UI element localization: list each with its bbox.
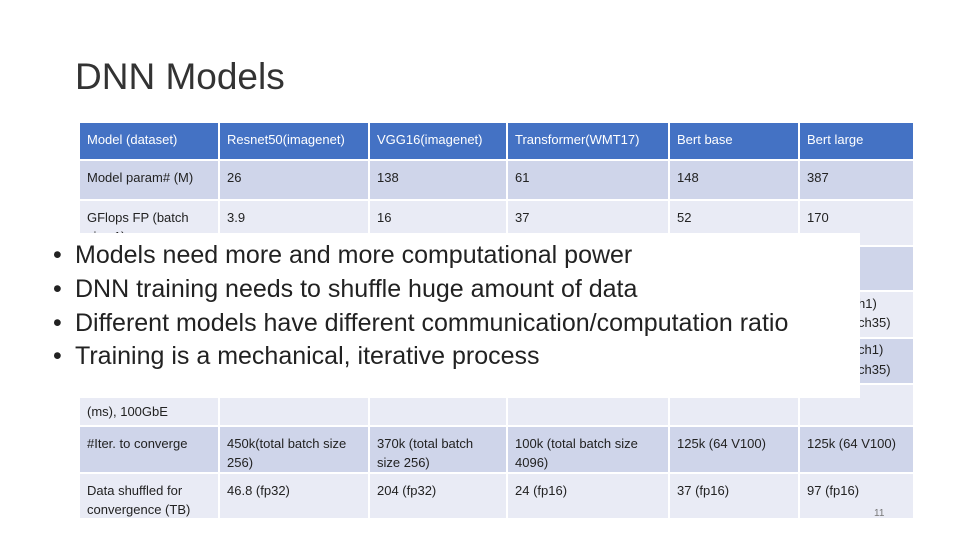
header-cell: Bert large (800, 123, 913, 159)
page-number: 11 (874, 508, 885, 519)
cell-fragment: ch1) (858, 342, 884, 357)
cell-fragment: ch35) (858, 362, 891, 377)
table-cell: 148 (670, 161, 798, 199)
table-cell: 61 (508, 161, 668, 199)
bullet: Different models have different communic… (53, 308, 788, 338)
table-cell: 46.8 (fp32) (220, 474, 368, 518)
table-cell: Data shuffled for convergence (TB) (80, 474, 218, 518)
cell-fragment: h1) (858, 296, 877, 311)
table-cell: 204 (fp32) (370, 474, 506, 518)
table-cell: 138 (370, 161, 506, 199)
cell-fragment: ch35) (858, 315, 891, 330)
table-cell: 37 (fp16) (670, 474, 798, 518)
table-cell: 450k(total batch size 256) (220, 427, 368, 472)
header-cell: VGG16(imagenet) (370, 123, 506, 159)
table-cell: 97 (fp16) (800, 474, 913, 518)
bullet: DNN training needs to shuffle huge amoun… (53, 274, 637, 304)
table-cell: 125k (64 V100) (800, 427, 913, 472)
header-cell: Model (dataset) (80, 123, 218, 159)
slide-title: DNN Models (75, 56, 285, 97)
table-cell: #Iter. to converge (80, 427, 218, 472)
table-cell: 26 (220, 161, 368, 199)
table-cell: 370k (total batch size 256) (370, 427, 506, 472)
header-cell: Resnet50(imagenet) (220, 123, 368, 159)
header-cell: Bert base (670, 123, 798, 159)
bullet: Training is a mechanical, iterative proc… (53, 341, 540, 371)
table-cell: 125k (64 V100) (670, 427, 798, 472)
bullet: Models need more and more computational … (53, 240, 632, 270)
table-cell: 100k (total batch size 4096) (508, 427, 668, 472)
cell-fragment: (ms), 100GbE (87, 404, 168, 419)
table-cell: 24 (fp16) (508, 474, 668, 518)
table-cell: Model param# (M) (80, 161, 218, 199)
table-cell: 387 (800, 161, 913, 199)
bullet-box: Models need more and more computational … (53, 233, 860, 398)
header-cell: Transformer(WMT17) (508, 123, 668, 159)
